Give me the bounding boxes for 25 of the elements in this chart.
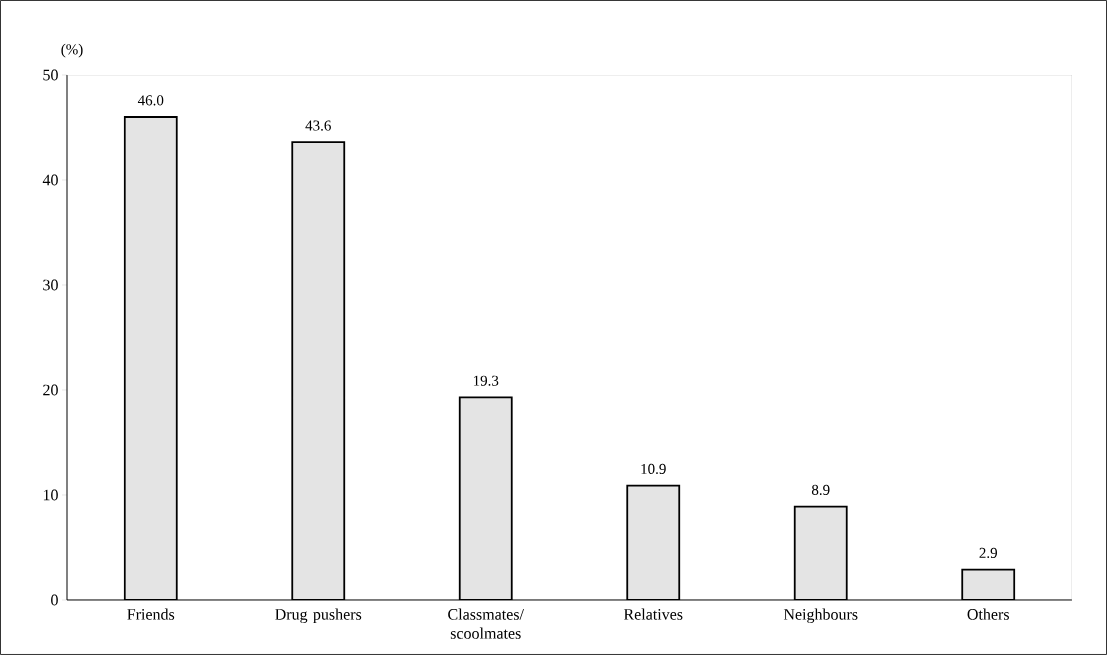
y-tick-label: 20 <box>43 384 58 396</box>
data-label: 19.3 <box>473 375 499 386</box>
bar <box>793 505 848 600</box>
y-tick-label: 40 <box>42 174 58 186</box>
x-tick-label: Friends <box>127 608 175 620</box>
x-tick-label: Classmates/ scoolmates <box>448 608 524 639</box>
y-axis-title: (%) <box>61 43 83 58</box>
data-label: 10.9 <box>641 463 666 475</box>
y-tick-label: 50 <box>43 69 58 81</box>
bar <box>961 568 1016 600</box>
data-label: 46.0 <box>137 95 164 106</box>
bar <box>123 116 178 600</box>
y-tick-label: 30 <box>43 279 58 291</box>
data-label: 2.9 <box>979 547 997 559</box>
bar <box>626 484 681 600</box>
bar <box>291 141 346 600</box>
data-label: 8.9 <box>811 484 830 496</box>
y-tick-label: 10 <box>43 489 58 501</box>
x-tick-label: Others <box>967 608 1009 620</box>
x-tick-label: Relatives <box>623 608 683 620</box>
data-label: 43.6 <box>305 120 331 131</box>
x-tick-label: Drug pushers <box>275 608 362 624</box>
y-tick-label: 0 <box>51 594 58 606</box>
bar <box>458 396 513 600</box>
x-tick-label: Neighbours <box>783 608 858 624</box>
